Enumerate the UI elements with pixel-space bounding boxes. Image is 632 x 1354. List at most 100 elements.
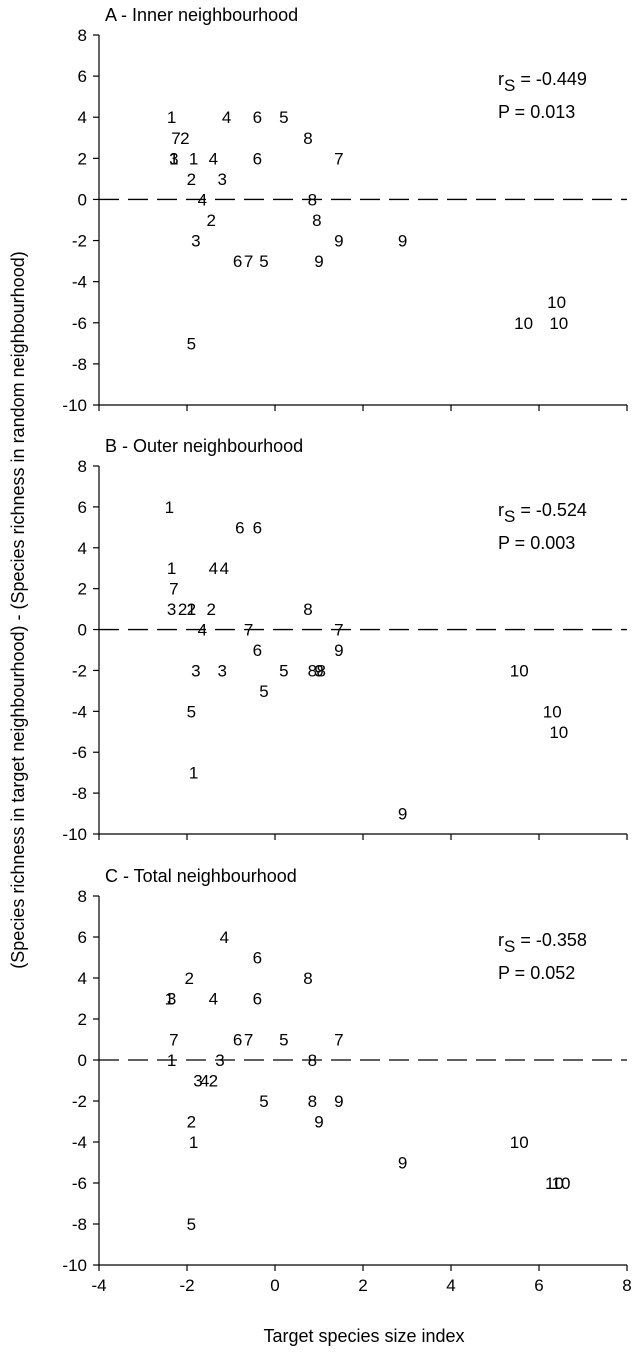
y-tick-label: 6 xyxy=(78,928,87,947)
x-tick-label: 2 xyxy=(358,1276,367,1295)
data-point-label: 10 xyxy=(543,702,562,721)
y-tick-label: 6 xyxy=(78,498,87,517)
data-point-label: 9 xyxy=(398,1154,407,1173)
data-point-label: 9 xyxy=(314,661,323,680)
x-axis-label: Target species size index xyxy=(263,1326,464,1346)
data-point-label: 9 xyxy=(314,252,323,271)
data-point-label: 4 xyxy=(209,559,218,578)
y-tick-label: -10 xyxy=(62,396,87,415)
data-point-label: 3 xyxy=(191,661,200,680)
y-tick-label: -2 xyxy=(72,661,87,680)
y-tick-label: -10 xyxy=(62,825,87,844)
data-point-label: 1 xyxy=(165,498,174,517)
y-tick-label: -4 xyxy=(72,273,87,292)
data-point-label: 5 xyxy=(187,702,196,721)
p-value-label: P = 0.003 xyxy=(498,533,575,553)
data-point-label: 4 xyxy=(209,990,218,1009)
x-tick-label: 4 xyxy=(446,1276,455,1295)
data-point-label: 4 xyxy=(198,190,207,209)
data-point-label: 1 xyxy=(189,1133,198,1152)
data-point-label: 10 xyxy=(510,661,529,680)
spearman-r-label: rS = -0.449 xyxy=(498,69,587,95)
data-point-label: 5 xyxy=(187,1215,196,1234)
y-tick-label: -6 xyxy=(72,1174,87,1193)
x-tick-label: 6 xyxy=(534,1276,543,1295)
data-point-label: 2 xyxy=(206,211,215,230)
data-point-label: 9 xyxy=(398,232,407,251)
x-tick-label: -4 xyxy=(91,1276,106,1295)
data-point-label: 1 xyxy=(189,764,198,783)
data-point-label: 1 xyxy=(167,108,176,127)
data-point-label: 6 xyxy=(253,949,262,968)
data-point-label: 7 xyxy=(244,252,253,271)
data-point-label: 6 xyxy=(233,252,242,271)
spearman-r-label: rS = -0.358 xyxy=(498,930,587,956)
data-point-label: 7 xyxy=(334,1031,343,1050)
data-point-label: 2 xyxy=(187,1113,196,1132)
data-point-label: 5 xyxy=(279,108,288,127)
data-point-label: 6 xyxy=(253,990,262,1009)
panel-title: C - Total neighbourhood xyxy=(105,866,297,886)
y-tick-label: -2 xyxy=(72,232,87,251)
data-point-label: 6 xyxy=(253,108,262,127)
data-point-label: 10 xyxy=(514,314,533,333)
y-axis-label: (Species richness in target neighbourhoo… xyxy=(8,251,28,968)
y-tick-label: -6 xyxy=(72,314,87,333)
data-point-label: 9 xyxy=(334,1092,343,1111)
data-point-label: 10 xyxy=(552,1174,571,1193)
data-point-label: 7 xyxy=(244,1031,253,1050)
data-point-label: 9 xyxy=(334,232,343,251)
data-point-label: 6 xyxy=(233,1031,242,1050)
data-point-label: 4 xyxy=(200,1072,209,1091)
panel-title: B - Outer neighbourhood xyxy=(105,436,303,456)
data-point-label: 4 xyxy=(222,108,231,127)
data-point-label: 3 xyxy=(169,149,178,168)
data-point-label: 2 xyxy=(187,600,196,619)
data-point-label: 1 xyxy=(187,600,196,619)
y-tick-label: 4 xyxy=(78,539,87,558)
data-point-label: 6 xyxy=(235,518,244,537)
data-point-label: 8 xyxy=(312,211,321,230)
data-point-label: 2 xyxy=(184,969,193,988)
data-point-label: 2 xyxy=(187,170,196,189)
data-point-label: 2 xyxy=(206,600,215,619)
data-point-label: 1 xyxy=(189,149,198,168)
data-point-label: 10 xyxy=(547,293,566,312)
y-tick-label: 2 xyxy=(78,580,87,599)
data-point-label: 8 xyxy=(303,129,312,148)
y-tick-label: 0 xyxy=(78,190,87,209)
data-point-label: 6 xyxy=(253,149,262,168)
y-tick-label: 2 xyxy=(78,149,87,168)
data-point-label: 5 xyxy=(279,1031,288,1050)
data-point-label: 8 xyxy=(308,1051,317,1070)
y-tick-label: -6 xyxy=(72,743,87,762)
data-point-label: 3 xyxy=(217,661,226,680)
data-point-label: 2 xyxy=(209,1072,218,1091)
data-point-label: 3 xyxy=(193,1072,202,1091)
data-point-label: 5 xyxy=(259,682,268,701)
y-tick-label: -8 xyxy=(72,1215,87,1234)
data-point-label: 10 xyxy=(549,314,568,333)
y-tick-label: 0 xyxy=(78,1051,87,1070)
data-point-label: 8 xyxy=(308,661,317,680)
data-point-label: 6 xyxy=(253,641,262,660)
data-point-label: 4 xyxy=(220,559,229,578)
data-point-label: 8 xyxy=(308,190,317,209)
y-tick-label: 0 xyxy=(78,621,87,640)
data-point-label: 10 xyxy=(549,723,568,742)
data-point-label: 3 xyxy=(217,170,226,189)
data-point-label: 1 xyxy=(169,149,178,168)
y-tick-label: -10 xyxy=(62,1256,87,1275)
data-point-label: 3 xyxy=(215,1051,224,1070)
data-point-label: 7 xyxy=(169,1031,178,1050)
data-point-label: 4 xyxy=(209,149,218,168)
data-point-label: 5 xyxy=(259,1092,268,1111)
data-point-label: 9 xyxy=(314,1113,323,1132)
data-point-label: 7 xyxy=(334,149,343,168)
y-tick-label: -2 xyxy=(72,1092,87,1111)
y-tick-label: 4 xyxy=(78,969,87,988)
y-tick-label: 6 xyxy=(78,67,87,86)
